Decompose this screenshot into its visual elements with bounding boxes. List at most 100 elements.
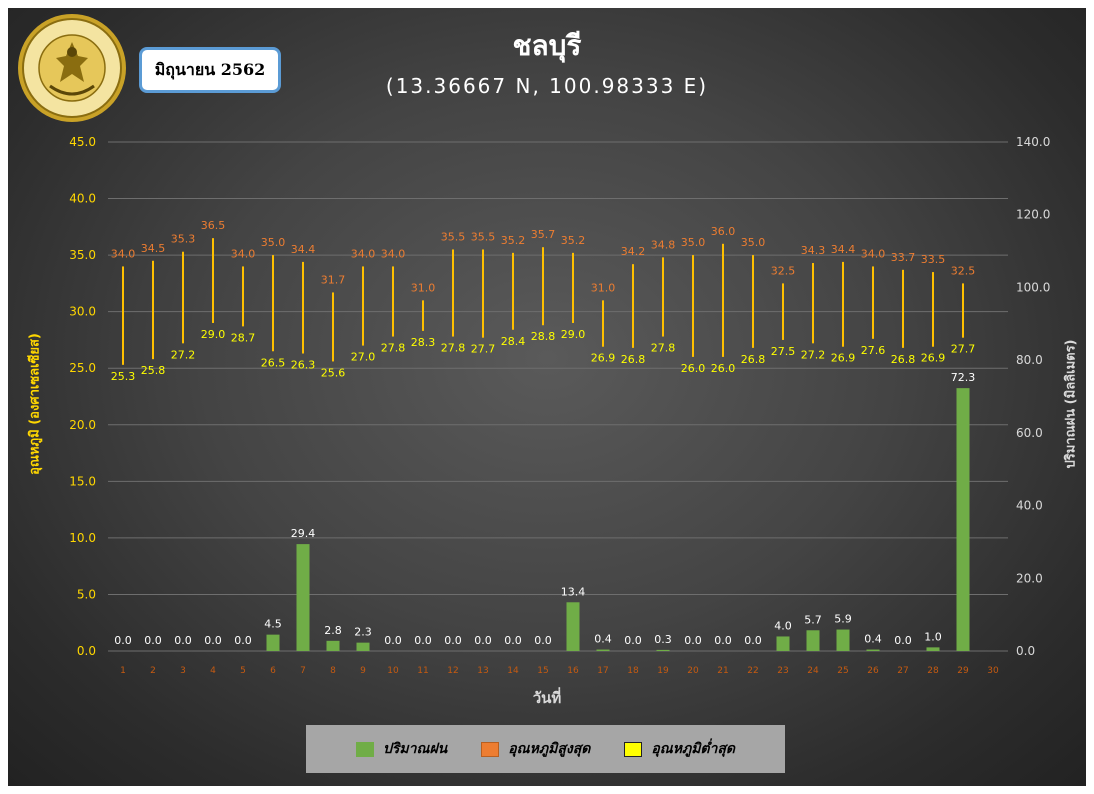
- y-left-tick-label: 25.0: [69, 361, 96, 375]
- tmin-value-label: 27.7: [951, 343, 976, 356]
- rain-value-label: 0.4: [594, 633, 612, 646]
- tmin-value-label: 27.6: [861, 344, 886, 357]
- rain-value-label: 0.0: [204, 634, 222, 647]
- x-tick-label: 21: [717, 666, 728, 676]
- x-tick-label: 24: [807, 666, 819, 676]
- y-axis-right-label: ปริมาณฝน (มิลลิเมตร): [1063, 339, 1079, 469]
- x-tick-label: 3: [180, 666, 186, 676]
- y-left-tick-label: 30.0: [69, 305, 96, 319]
- x-tick-label: 28: [927, 666, 939, 676]
- tmax-swatch: [481, 741, 500, 757]
- tmin-value-label: 28.7: [231, 331, 256, 344]
- tmax-value-label: 34.4: [831, 243, 856, 256]
- y-axis-left-label: อุณหภูมิ (องศาเซลเซียส): [27, 333, 43, 475]
- y-left-tick-label: 10.0: [69, 531, 96, 545]
- x-tick-label: 5: [240, 666, 246, 676]
- chart-subtitle: (13.36667 N, 100.98333 E): [385, 74, 709, 98]
- x-tick-label: 8: [330, 666, 336, 676]
- tmin-value-label: 26.8: [741, 353, 766, 366]
- rain-value-label: 1.0: [924, 630, 942, 643]
- y-right-tick-label: 100.0: [1016, 280, 1050, 294]
- rain-value-label: 0.0: [534, 634, 552, 647]
- y-left-tick-label: 20.0: [69, 418, 96, 432]
- tmax-value-label: 34.2: [621, 245, 646, 258]
- legend-label-tmax: อุณหภูมิสูงสุด: [508, 741, 591, 757]
- tmin-swatch: [624, 741, 643, 757]
- tmin-value-label: 26.9: [591, 352, 616, 365]
- y-right-tick-label: 40.0: [1016, 499, 1043, 513]
- tmax-value-label: 35.7: [531, 228, 556, 241]
- tmax-value-label: 31.0: [411, 281, 436, 294]
- y-left-tick-label: 15.0: [69, 474, 96, 488]
- legend: ปริมาณฝน อุณหภูมิสูงสุด อุณหภูมิต่ำสุด: [306, 725, 785, 773]
- x-tick-label: 7: [300, 666, 306, 676]
- tmin-value-label: 27.8: [381, 342, 406, 355]
- rain-value-label: 0.0: [744, 634, 762, 647]
- rain-bar: [776, 636, 790, 651]
- rain-bar: [566, 602, 580, 651]
- rain-value-label: 13.4: [561, 585, 586, 598]
- rain-value-label: 0.4: [864, 633, 882, 646]
- chart-title: ชลบุรี: [512, 29, 582, 62]
- tmax-value-label: 35.3: [171, 233, 196, 246]
- tmin-value-label: 25.8: [141, 364, 166, 377]
- y-left-tick-label: 45.0: [69, 135, 96, 149]
- rain-value-label: 0.0: [624, 634, 642, 647]
- x-tick-label: 20: [687, 666, 699, 676]
- x-tick-label: 15: [537, 666, 548, 676]
- legend-label-tmin: อุณหภูมิต่ำสุด: [651, 741, 736, 757]
- y-right-tick-label: 80.0: [1016, 353, 1043, 367]
- x-tick-label: 13: [477, 666, 488, 676]
- tmin-value-label: 27.2: [801, 348, 826, 361]
- rain-value-label: 5.9: [834, 613, 852, 626]
- x-tick-label: 4: [210, 666, 216, 676]
- tmin-value-label: 29.0: [561, 328, 586, 341]
- x-tick-label: 19: [657, 666, 669, 676]
- rain-bar: [926, 647, 940, 651]
- rain-value-label: 0.0: [474, 634, 492, 647]
- rain-value-label: 0.0: [234, 634, 252, 647]
- x-tick-label: 12: [447, 666, 458, 676]
- y-left-tick-label: 0.0: [77, 644, 96, 658]
- x-tick-label: 26: [867, 666, 879, 676]
- rain-value-label: 72.3: [951, 371, 976, 384]
- tmax-value-label: 34.3: [801, 244, 826, 257]
- rain-value-label: 0.0: [414, 634, 432, 647]
- x-tick-label: 25: [837, 666, 848, 676]
- tmin-value-label: 26.8: [621, 353, 646, 366]
- rain-value-label: 2.8: [324, 624, 342, 637]
- tmax-value-label: 34.0: [861, 247, 886, 260]
- y-right-tick-label: 60.0: [1016, 426, 1043, 440]
- rain-bar: [596, 649, 610, 651]
- tmin-value-label: 27.8: [651, 342, 676, 355]
- tmax-value-label: 35.5: [471, 230, 496, 243]
- tmin-value-label: 27.2: [171, 348, 196, 361]
- x-tick-label: 9: [360, 666, 366, 676]
- tmin-value-label: 25.3: [111, 370, 136, 383]
- tmax-value-label: 35.2: [561, 234, 586, 247]
- y-left-tick-label: 40.0: [69, 192, 96, 206]
- x-tick-label: 30: [987, 666, 999, 676]
- rain-value-label: 4.0: [774, 619, 792, 632]
- tmax-value-label: 35.0: [681, 236, 706, 249]
- x-tick-label: 18: [627, 666, 639, 676]
- x-tick-label: 27: [897, 666, 908, 676]
- rain-bar: [356, 642, 370, 651]
- rain-bar: [656, 649, 670, 651]
- tmax-value-label: 36.0: [711, 225, 736, 238]
- plot-area: 0.05.010.015.020.025.030.035.040.045.00.…: [69, 135, 1050, 676]
- rain-value-label: 5.7: [804, 613, 822, 626]
- tmax-value-label: 33.7: [891, 251, 916, 264]
- x-tick-label: 10: [387, 666, 399, 676]
- rain-value-label: 0.3: [654, 633, 672, 646]
- legend-item-rain: ปริมาณฝน: [355, 738, 447, 760]
- tmin-value-label: 26.9: [831, 352, 856, 365]
- tmin-value-label: 27.5: [771, 345, 796, 358]
- rain-value-label: 0.0: [714, 634, 732, 647]
- tmax-value-label: 34.0: [381, 247, 406, 260]
- x-tick-label: 16: [567, 666, 579, 676]
- x-tick-label: 6: [270, 666, 276, 676]
- x-tick-label: 11: [417, 666, 428, 676]
- rain-bar: [296, 544, 310, 651]
- month-label: มิถุนายน 2562: [139, 47, 281, 93]
